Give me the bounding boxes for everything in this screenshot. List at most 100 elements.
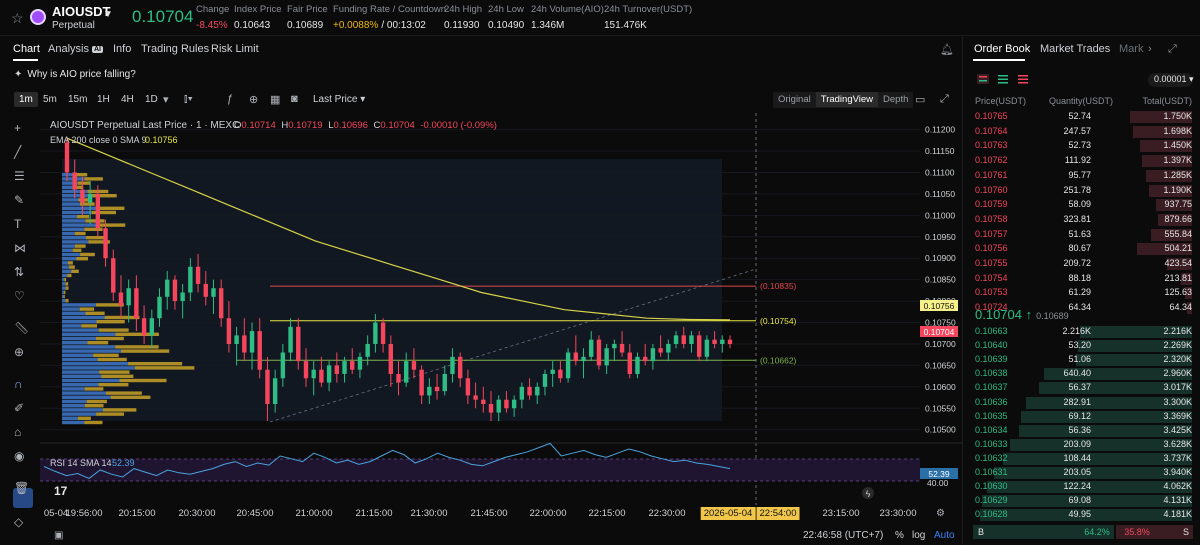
bid-row[interactable]: 0.10632 108.44 3.737K — [963, 452, 1200, 466]
bid-row[interactable]: 0.10639 51.06 2.320K — [963, 353, 1200, 367]
tab-market-trades[interactable]: Market Trades — [1040, 43, 1111, 55]
price-chart[interactable]: (0.10835) (0.10754) (0.10662) 0.11200 0.111… — [40, 113, 962, 525]
ask-row[interactable]: 0.10765 52.74 1.750K — [963, 110, 1200, 124]
ask-row[interactable]: 0.10724 64.34 64.34 — [963, 301, 1200, 315]
tab-analysis[interactable]: Analysis AI — [48, 43, 103, 55]
view-asks-icon[interactable] — [1017, 74, 1029, 84]
bid-row[interactable]: 0.10629 69.08 4.131K — [963, 494, 1200, 508]
horizontal-levels[interactable]: (0.10835) (0.10754) (0.10662) — [236, 281, 797, 365]
depth-bar — [1180, 272, 1192, 285]
tab-info[interactable]: Info — [113, 43, 132, 55]
tf-1m[interactable]: 1m — [14, 92, 38, 107]
bid-row[interactable]: 0.10637 56.37 3.017K — [963, 381, 1200, 395]
more-timeframes-icon[interactable]: ▾ — [163, 94, 169, 106]
ask-row[interactable]: 0.10754 88.18 213.81 — [963, 272, 1200, 286]
rsi-line — [43, 442, 731, 479]
object-tree-icon[interactable]: ◇ — [14, 515, 24, 529]
tf-1h[interactable]: 1H — [97, 94, 110, 105]
bid-row[interactable]: 0.10630 122.24 4.062K — [963, 480, 1200, 494]
bid-row[interactable]: 0.10640 53.20 2.269K — [963, 339, 1200, 353]
auto-toggle[interactable]: Auto — [934, 530, 955, 541]
tf-1d[interactable]: 1D — [145, 94, 158, 105]
view-bids-icon[interactable] — [997, 74, 1009, 84]
tab-trading-rules[interactable]: Trading Rules — [141, 43, 210, 55]
bid-row[interactable]: 0.10631 203.05 3.940K — [963, 466, 1200, 480]
zoom-icon[interactable]: ⊕ — [14, 345, 25, 359]
symbol-name[interactable]: AIOUSDT — [52, 4, 111, 19]
ruler-icon[interactable]: 📏︎ — [14, 321, 30, 335]
bid-row[interactable]: 0.10638 640.40 2.960K — [963, 367, 1200, 381]
compare-icon[interactable]: ⊕ — [249, 94, 259, 106]
symbol-dropdown-icon[interactable]: ▼ — [103, 9, 113, 20]
price-tick: 0.10850 — [925, 275, 956, 285]
brush-icon[interactable]: ✎ — [14, 193, 25, 207]
ask-row[interactable]: 0.10764 247.57 1.698K — [963, 125, 1200, 139]
view-both-icon[interactable] — [977, 74, 989, 84]
tf-15m[interactable]: 15m — [68, 94, 88, 105]
trash-icon[interactable]: 🗑︎ — [14, 481, 30, 495]
percent-toggle[interactable]: % — [895, 530, 904, 541]
ask-row[interactable]: 0.10759 58.09 937.75 — [963, 198, 1200, 212]
clock-time[interactable]: 22:46:58 (UTC+7) — [803, 530, 884, 541]
tf-4h[interactable]: 4H — [121, 94, 134, 105]
log-toggle[interactable]: log — [912, 530, 926, 541]
candle-type-icon[interactable]: ⫾▾ — [184, 93, 193, 105]
bid-row[interactable]: 0.10663 2.216K 2.216K — [963, 325, 1200, 339]
candle-body — [326, 365, 332, 383]
indicators-icon[interactable]: ƒ — [227, 93, 234, 105]
panel-expand-icon[interactable]: ⤢ — [1168, 43, 1177, 55]
fullscreen-layout-icon[interactable]: ▭ — [915, 94, 926, 106]
camera-icon[interactable]: ◙ — [291, 93, 298, 105]
lock-icon[interactable]: ⌂ — [14, 425, 22, 439]
heart-icon[interactable]: ♡ — [14, 289, 25, 303]
crosshair-icon[interactable]: + — [14, 121, 22, 135]
favorite-star-icon[interactable]: ☆ — [11, 10, 24, 26]
trendline-icon[interactable]: ╱ — [14, 145, 22, 159]
bid-row[interactable]: 0.10635 69.12 3.369K — [963, 410, 1200, 424]
calendar-icon[interactable]: ▣ — [54, 530, 64, 541]
bid-row[interactable]: 0.10633 203.09 3.628K — [963, 438, 1200, 452]
ask-row[interactable]: 0.10760 251.78 1.190K — [963, 184, 1200, 198]
ask-row[interactable]: 0.10757 51.63 555.84 — [963, 228, 1200, 242]
bid-row[interactable]: 0.10634 56.36 3.425K — [963, 424, 1200, 438]
bid-total: 3.369K — [1163, 410, 1192, 421]
ask-row[interactable]: 0.10762 111.92 1.397K — [963, 154, 1200, 168]
bid-total: 2.216K — [1163, 326, 1192, 336]
view-tradingview[interactable]: TradingView — [815, 92, 879, 107]
hlines-icon[interactable]: ☰ — [14, 169, 25, 183]
price-type-select[interactable]: Last Price ▾ — [313, 94, 366, 105]
ask-row[interactable]: 0.10761 95.77 1.285K — [963, 169, 1200, 183]
ask-row[interactable]: 0.10763 52.73 1.450K — [963, 139, 1200, 153]
ask-row[interactable]: 0.10756 80.67 504.21 — [963, 242, 1200, 256]
ai-prompt[interactable]: ✦ Why is AIO price falling? — [14, 69, 136, 80]
bid-row[interactable]: 0.10636 282.91 3.300K — [963, 396, 1200, 410]
trend-line[interactable] — [269, 268, 757, 423]
tick-size-select[interactable]: 0.00001 ▾ — [1148, 73, 1194, 87]
text-icon[interactable]: T — [14, 217, 22, 231]
eye-icon[interactable]: ◉ — [14, 449, 25, 463]
tab-mark[interactable]: Mark — [1119, 43, 1144, 55]
pattern-icon[interactable]: ⋈ — [14, 241, 26, 255]
settings-gear-icon[interactable]: ⚙ — [936, 508, 945, 519]
tf-5m[interactable]: 5m — [43, 94, 57, 105]
tabs-next-icon[interactable]: › — [1148, 43, 1152, 55]
ask-row[interactable]: 0.10755 209.72 423.54 — [963, 257, 1200, 271]
time-tick: 05-04 — [43, 508, 69, 519]
lock-drawing-icon[interactable]: ✐ — [14, 401, 25, 415]
view-original[interactable]: Original — [778, 94, 811, 105]
tab-order-book[interactable]: Order Book — [974, 43, 1031, 55]
tab-risk-limit[interactable]: Risk Limit — [211, 43, 259, 55]
magnet-icon[interactable]: ∩ — [14, 377, 23, 391]
view-depth[interactable]: Depth — [883, 94, 909, 105]
expand-icon[interactable]: ⤢ — [940, 93, 949, 105]
lightning-button[interactable] — [862, 487, 874, 499]
ask-row[interactable]: 0.10753 61.29 125.63 — [963, 286, 1200, 300]
bid-row[interactable]: 0.10628 49.95 4.181K — [963, 508, 1200, 522]
layout-icon[interactable]: ▦ — [270, 94, 281, 106]
forecast-icon[interactable]: ⇅ — [14, 265, 25, 279]
tab-chart[interactable]: Chart — [13, 43, 40, 55]
ask-row[interactable]: 0.10758 323.81 879.66 — [963, 213, 1200, 227]
depth-bar — [1185, 287, 1192, 300]
vp-bar — [88, 240, 110, 244]
bell-icon[interactable]: 🔔︎ — [940, 44, 954, 56]
